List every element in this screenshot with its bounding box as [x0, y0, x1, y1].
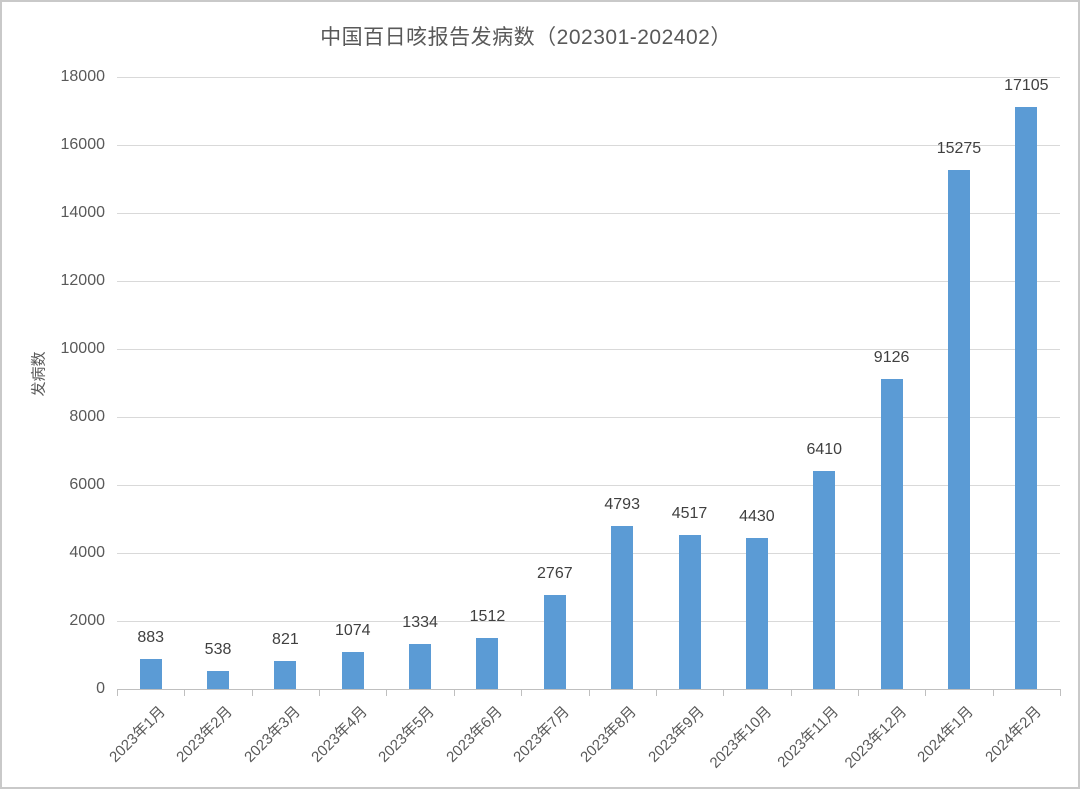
gridline: [117, 145, 1060, 146]
bar-1: [139, 658, 162, 689]
axis-tick: [992, 690, 994, 696]
x-tick-label: 2023年6月: [442, 703, 506, 766]
bar-value-label: 4430: [739, 508, 775, 526]
axis-tick: [655, 690, 657, 696]
bar-value-label: 9126: [873, 348, 910, 366]
y-tick-label: 0: [96, 680, 105, 697]
x-tick-label: 2023年11月: [774, 703, 843, 771]
x-tick-label: 2023年8月: [577, 703, 641, 766]
x-tick-label: 2023年10月: [706, 703, 776, 772]
bar-12: [880, 378, 903, 689]
bar-value-label: 15275: [936, 139, 982, 157]
bar-value-label: 4517: [671, 505, 708, 523]
bar-value-label: 821: [272, 631, 299, 649]
chart-title: 中国百日咳报告发病数（202301-202402）: [320, 26, 732, 49]
y-tick-label: 4000: [69, 544, 105, 561]
bar-7: [543, 594, 566, 689]
bar-11: [813, 471, 836, 689]
y-tick-label: 8000: [69, 408, 105, 425]
bar-value-label: 2767: [537, 564, 573, 582]
bar-2: [207, 670, 230, 689]
bar-value-label: 1074: [334, 622, 371, 640]
y-tick-label: 12000: [60, 272, 106, 289]
x-tick-label: 2024年2月: [981, 703, 1045, 766]
bar-value-label: 17105: [1004, 77, 1049, 95]
axis-tick: [453, 690, 455, 696]
axis-tick: [1060, 690, 1061, 696]
bar-10: [745, 538, 768, 689]
axis-tick: [251, 690, 253, 696]
gridline: [117, 417, 1060, 418]
axis-tick: [319, 690, 321, 696]
axis-tick: [790, 690, 792, 696]
gridline: [117, 553, 1060, 554]
bar-value-label: 6410: [806, 441, 843, 459]
bar-3: [274, 661, 297, 689]
x-tick-label: 2023年7月: [510, 703, 573, 766]
x-tick-label: 2024年1月: [914, 703, 978, 766]
gridline: [117, 621, 1060, 622]
bar-value-label: 538: [204, 640, 232, 658]
bar-value-label: 1512: [469, 607, 506, 625]
bar-5: [409, 643, 432, 689]
bar-value-label: 883: [137, 628, 165, 646]
bar-4: [341, 652, 364, 689]
y-tick-label: 6000: [69, 476, 105, 493]
x-tick-label: 2023年1月: [106, 703, 169, 766]
bar-value-label: 4793: [604, 496, 640, 514]
x-tick-label: 2023年4月: [308, 703, 371, 766]
gridline: [117, 349, 1060, 350]
y-tick-label: 2000: [69, 612, 105, 629]
bar-9: [678, 535, 701, 689]
axis-tick: [857, 690, 859, 696]
axis-tick: [386, 690, 388, 696]
axis-tick: [723, 690, 725, 696]
x-tick-label: 2023年9月: [644, 703, 708, 766]
bar-8: [611, 526, 634, 689]
x-tick-label: 2023年3月: [240, 703, 304, 766]
axis-tick: [588, 690, 590, 696]
axis-tick: [184, 690, 186, 696]
y-tick-label: 18000: [60, 68, 106, 85]
gridline: [117, 213, 1060, 214]
y-tick-label: 10000: [60, 340, 106, 357]
gridline: [117, 485, 1060, 486]
bar-14: [1015, 107, 1038, 689]
x-tick-label: 2023年12月: [841, 703, 910, 772]
x-tick-label: 2023年2月: [173, 703, 237, 766]
y-axis-title: 发病数: [30, 351, 48, 397]
bar-value-label: 1334: [402, 613, 438, 631]
y-tick-label: 14000: [60, 204, 106, 221]
gridline: [117, 77, 1060, 78]
y-tick-label: 16000: [60, 136, 106, 153]
bar-6: [476, 637, 499, 689]
axis-tick: [521, 690, 523, 696]
axis-tick: [925, 690, 927, 696]
bar-13: [947, 169, 970, 689]
gridline: [117, 281, 1060, 282]
x-tick-label: 2023年5月: [375, 703, 439, 766]
axis-tick: [117, 690, 118, 696]
x-axis-line: [117, 689, 1061, 690]
